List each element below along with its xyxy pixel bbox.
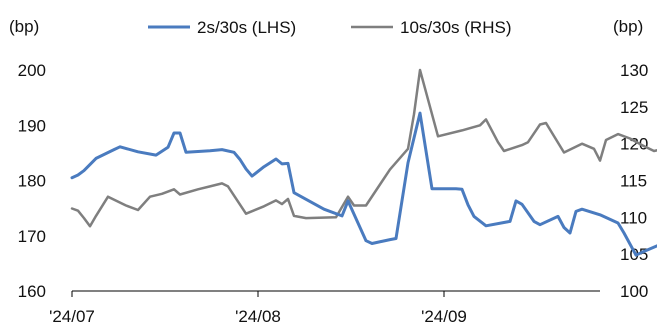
right-tick-label: 100 <box>620 282 648 301</box>
legend-label-10s30s: 10s/30s (RHS) <box>400 18 511 37</box>
legend: 2s/30s (LHS) 10s/30s (RHS) <box>148 18 511 37</box>
right-tick-label: 110 <box>620 208 647 227</box>
series-layer <box>70 68 657 257</box>
x-axis: '24/07 '24/08 '24/09 <box>49 290 600 326</box>
left-tick-label: 160 <box>18 282 46 301</box>
left-tick-label: 200 <box>18 61 46 80</box>
left-tick-label: 180 <box>18 172 46 191</box>
legend-label-2s30s: 2s/30s (LHS) <box>197 18 296 37</box>
left-tick-label: 190 <box>18 116 46 135</box>
series-line-10s30s <box>70 68 657 228</box>
right-tick-label: 120 <box>620 135 648 154</box>
series-line-2s30s <box>70 111 657 257</box>
right-axis-unit-label: (bp) <box>613 17 643 36</box>
left-tick-label: 170 <box>18 227 46 246</box>
left-axis-unit-label: (bp) <box>9 17 39 36</box>
right-tick-label: 130 <box>620 61 648 80</box>
right-tick-label: 125 <box>620 98 648 117</box>
x-tick-label: '24/09 <box>421 307 467 326</box>
left-axis: 160 170 180 190 200 <box>18 61 46 301</box>
right-tick-label: 115 <box>620 172 647 191</box>
x-tick-label: '24/07 <box>49 307 95 326</box>
x-tick-label: '24/08 <box>235 307 281 326</box>
